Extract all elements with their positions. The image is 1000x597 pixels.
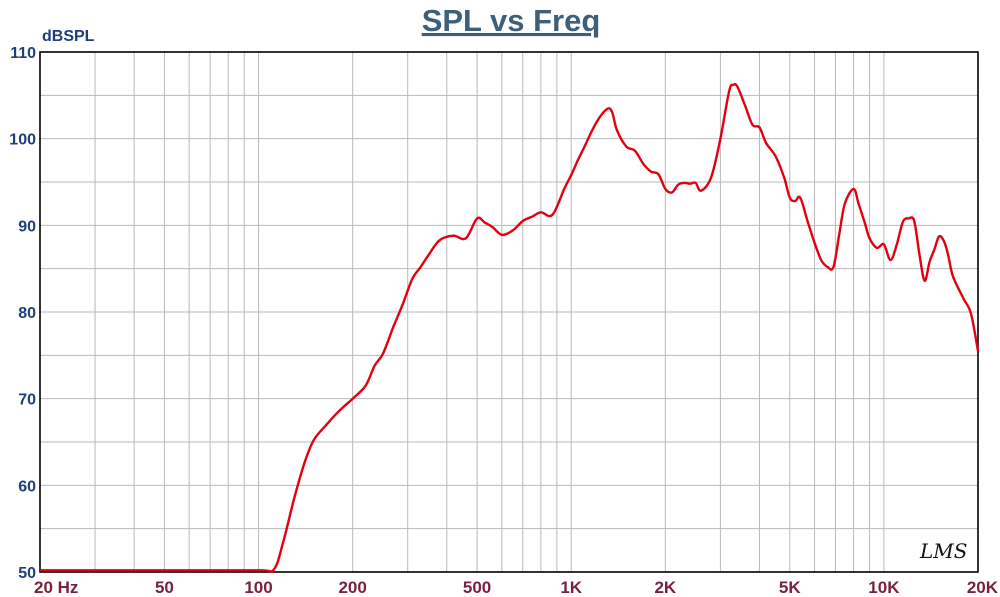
y-tick-label: 90 [18, 218, 36, 235]
series-layer [40, 83, 980, 573]
x-tick-label: 1K [560, 578, 582, 597]
grid [40, 52, 978, 572]
x-tick-label: 5K [779, 578, 801, 597]
x-tick-label: 100 [244, 578, 272, 597]
y-tick-label: 60 [18, 478, 36, 495]
x-tick-label: 50 [155, 578, 174, 597]
x-tick-label: 20K [967, 578, 999, 597]
x-tick-label: 200 [338, 578, 366, 597]
y-axis-label: dBSPL [42, 28, 95, 45]
lms-watermark: LMS [919, 539, 967, 563]
y-tick-label: 70 [18, 392, 36, 409]
y-tick-label: 80 [18, 305, 36, 322]
x-tick-label: 2K [654, 578, 676, 597]
y-tick-label: 50 [18, 565, 36, 582]
y-tick-label: 110 [10, 45, 36, 62]
x-tick-label: 20 Hz [34, 578, 78, 597]
x-tick-label: 500 [463, 578, 491, 597]
y-tick-label: 100 [9, 132, 36, 149]
plot-frame [39, 51, 979, 573]
x-tick-label: 10K [868, 578, 900, 597]
series-line-spl [40, 83, 980, 573]
chart-title: SPL vs Freq [422, 3, 601, 38]
